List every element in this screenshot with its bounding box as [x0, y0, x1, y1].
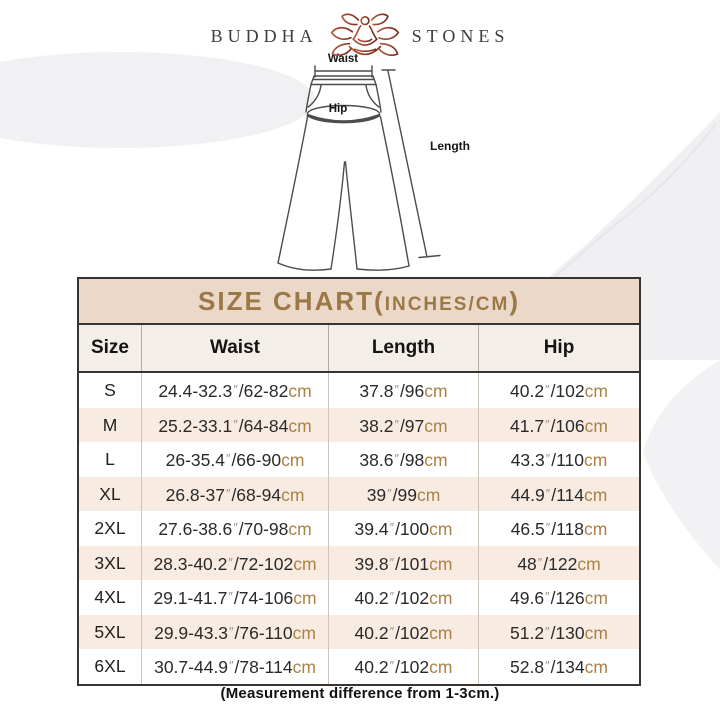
column-header-length: Length: [329, 325, 479, 371]
length-cell: 37.8″/96cm: [329, 373, 479, 409]
table-row: 2XL 27.6-38.6″/70-98cm 39.4″/100cm 46.5″/11…: [79, 511, 639, 547]
size-cell: 2XL: [79, 511, 142, 547]
waist-cell: 24.4-32.3″/62-82cm: [142, 373, 329, 409]
hip-cell: 46.5″/118cm: [510, 518, 608, 539]
waist-cell: 26.8-37″/68-94cm: [142, 476, 329, 512]
size-cell: 6XL: [79, 649, 142, 685]
waist-cell: 25.2-33.1″/64-84cm: [142, 407, 329, 443]
length-cell: 39″/99cm: [329, 476, 479, 512]
hip-cell: 41.7″/106cm: [510, 415, 608, 436]
length-cell: 40.2″/102cm: [329, 649, 479, 685]
table-row: 4XL 29.1-41.7″/74-106cm 40.2″/102cm 49.6″/1…: [79, 580, 639, 616]
length-cell: 38.6″/98cm: [329, 442, 479, 478]
size-chart-table: SIZE CHART(INCHES/CM) Size Waist Length …: [77, 277, 641, 686]
hip-cell: 48″/122cm: [517, 553, 601, 574]
hip-cell: 40.2″/102cm: [510, 380, 608, 401]
size-cell: XL: [79, 476, 142, 512]
table-row: XL 26.8-37″/68-94cm 39″/99cm 44.9″/114cm: [79, 476, 639, 512]
column-header-hip: Hip: [543, 337, 575, 358]
table-row: 5XL 29.9-43.3″/76-110cm 40.2″/102cm 51.2″/1…: [79, 614, 639, 650]
table-row: L 26-35.4″/66-90cm 38.6″/98cm 43.3″/110cm: [79, 442, 639, 478]
hip-cell: 51.2″/130cm: [510, 622, 608, 643]
waist-cell: 27.6-38.6″/70-98cm: [142, 511, 329, 547]
column-header-size: Size: [79, 325, 142, 371]
waist-cell: 28.3-40.2″/72-102cm: [142, 545, 329, 581]
length-cell: 38.2″/97cm: [329, 407, 479, 443]
size-cell: 5XL: [79, 614, 142, 650]
brand-name-left: BUDDHA: [210, 25, 318, 46]
length-cell: 40.2″/102cm: [329, 614, 479, 650]
table-row: 6XL 30.7-44.9″/78-114cm 40.2″/102cm 52.8″/1…: [79, 649, 639, 685]
hip-label: Hip: [329, 103, 348, 115]
title-units: INCHES/CM: [384, 294, 510, 315]
hip-cell: 43.3″/110cm: [510, 449, 608, 470]
title-main: SIZE CHART(: [198, 286, 385, 316]
size-cell: M: [79, 407, 142, 443]
table-row: S 24.4-32.3″/62-82cm 37.8″/96cm 40.2″/102cm: [79, 373, 639, 409]
length-cell: 39.8″/101cm: [329, 545, 479, 581]
hip-cell: 44.9″/114cm: [510, 484, 608, 505]
size-cell: S: [79, 373, 142, 409]
table-row: 3XL 28.3-40.2″/72-102cm 39.8″/101cm 48″/122…: [79, 545, 639, 581]
brand-logo: BUDDHA STONES: [0, 8, 720, 64]
pants-diagram: Waist Hip Length: [277, 53, 470, 271]
length-cell: 39.4″/100cm: [329, 511, 479, 547]
size-cell: 4XL: [79, 580, 142, 616]
length-cell: 40.2″/102cm: [329, 580, 479, 616]
hip-cell: 49.6″/126cm: [510, 587, 608, 608]
table-row: M 25.2-33.1″/64-84cm 38.2″/97cm 41.7″/106cm: [79, 407, 639, 443]
hip-cell: 52.8″/134cm: [510, 656, 608, 677]
table-header-row: Size Waist Length Hip: [79, 325, 639, 373]
waist-cell: 26-35.4″/66-90cm: [142, 442, 329, 478]
title-close: ): [509, 286, 520, 316]
length-label: Length: [430, 139, 470, 153]
size-cell: L: [79, 442, 142, 478]
waist-cell: 29.9-43.3″/76-110cm: [142, 614, 329, 650]
lotus-meditation-icon: [330, 13, 399, 57]
measurement-footnote: (Measurement difference from 1-3cm.): [220, 685, 500, 702]
size-cell: 3XL: [79, 545, 142, 581]
column-header-waist: Waist: [142, 325, 329, 371]
waist-label: Waist: [328, 53, 358, 65]
size-chart-title: SIZE CHART(INCHES/CM): [79, 279, 639, 325]
size-rows: S 24.4-32.3″/62-82cm 37.8″/96cm 40.2″/102cm…: [79, 373, 639, 685]
waist-cell: 30.7-44.9″/78-114cm: [142, 649, 329, 685]
brand-name-right: STONES: [411, 25, 510, 46]
waist-cell: 29.1-41.7″/74-106cm: [142, 580, 329, 616]
